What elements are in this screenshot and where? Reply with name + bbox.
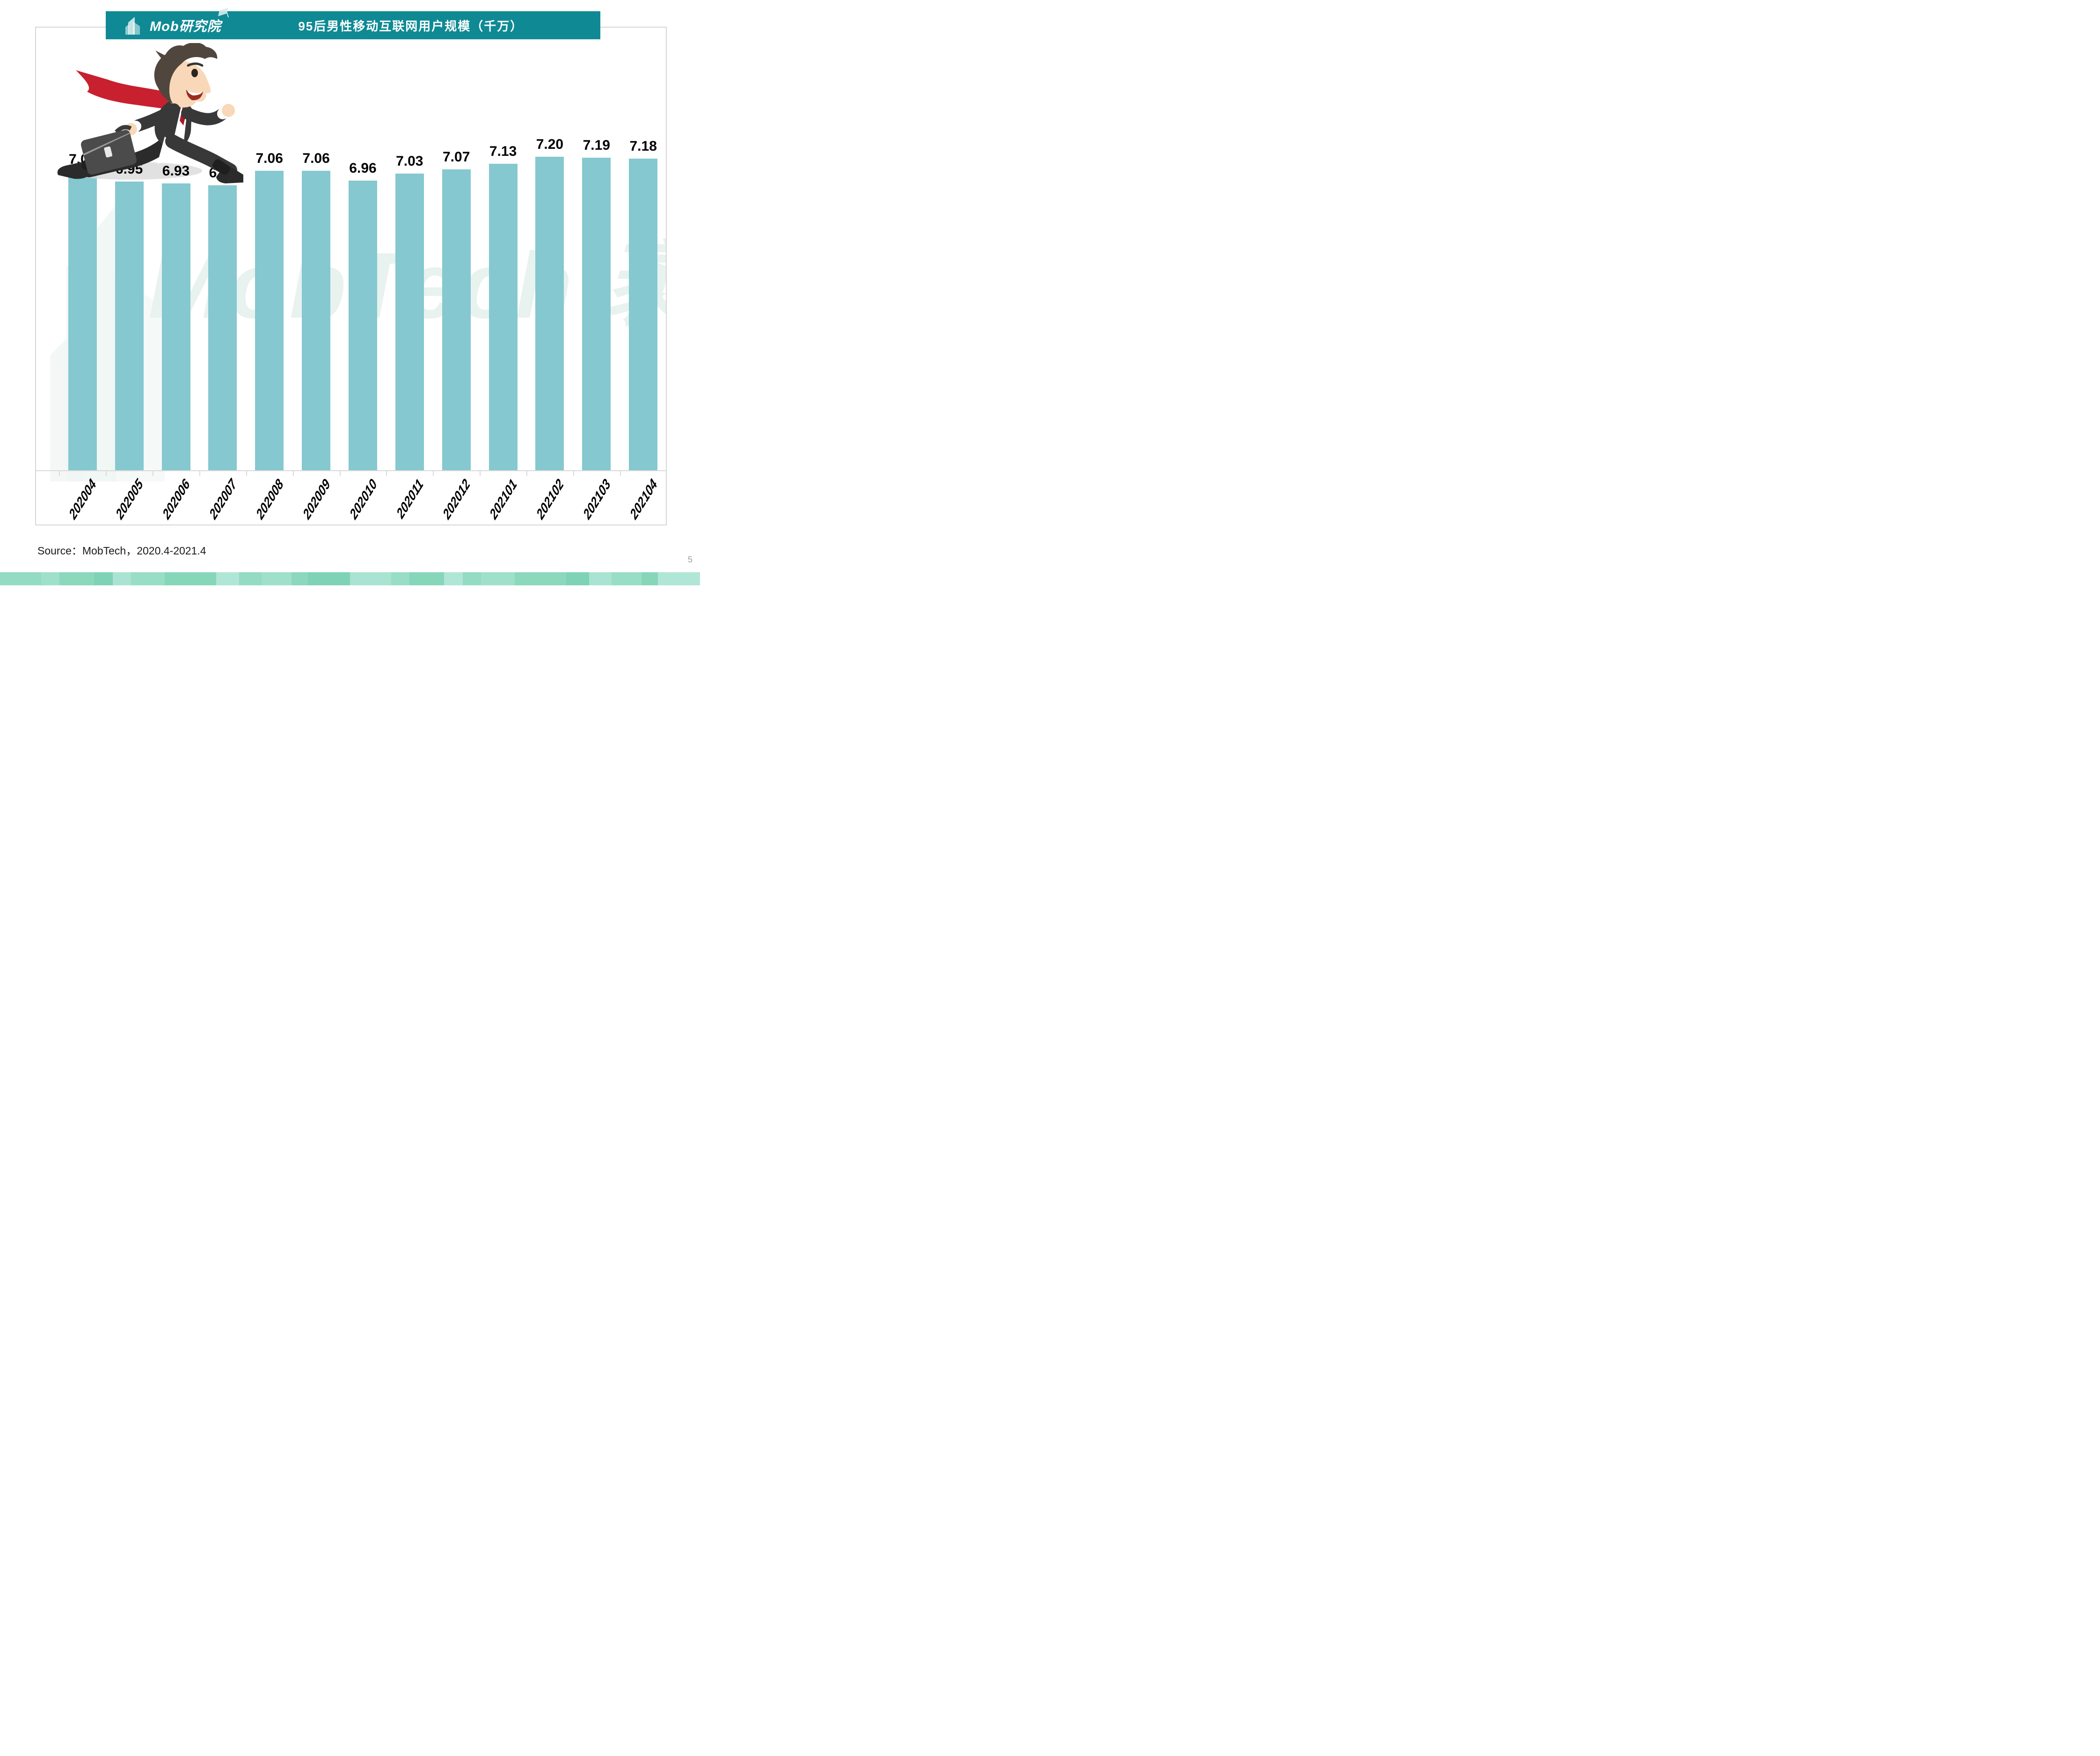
report-page: MobTech 袤博 7.052020046.952020056.9320200… [0, 0, 700, 585]
footer-stripe [658, 572, 700, 585]
footer-stripe-band [0, 572, 700, 585]
footer-stripe [216, 572, 240, 585]
chart-card: MobTech 袤博 7.052020046.952020056.9320200… [35, 27, 667, 525]
bar-value-label: 7.06 [302, 150, 330, 166]
x-axis-label: 202104 [627, 476, 660, 523]
x-axis-tick [480, 471, 481, 476]
bar-202103 [582, 158, 611, 470]
bar-202104 [629, 159, 658, 470]
bar-202009 [302, 170, 331, 470]
bar-202102 [535, 157, 564, 470]
bar-value-label: 6.93 [162, 163, 190, 179]
footer-stripe [291, 572, 308, 585]
x-axis-tick [106, 471, 107, 476]
bar-202004 [68, 171, 97, 470]
footer-stripe [94, 572, 113, 585]
footer-stripe [481, 572, 515, 585]
x-axis-label: 202101 [487, 476, 519, 523]
bar-value-label: 7.19 [583, 138, 610, 153]
footer-stripe [611, 572, 642, 585]
x-axis-label: 202008 [253, 476, 286, 523]
footer-stripe [391, 572, 410, 585]
bar-202006 [161, 183, 190, 470]
x-axis-tick [59, 471, 60, 476]
bar-value-label: 7.03 [396, 153, 423, 169]
footer-stripe [165, 572, 216, 585]
footer-stripe [589, 572, 612, 585]
x-axis-label: 202007 [207, 476, 239, 523]
footer-stripe [41, 572, 60, 585]
x-axis-tick [246, 471, 247, 476]
x-axis-tick [292, 471, 294, 476]
bar-value-label: 7.06 [255, 150, 283, 166]
footer-stripe [515, 572, 566, 585]
x-axis-tick [339, 471, 341, 476]
bar-value-label: 7.05 [68, 151, 96, 167]
footer-stripe [112, 572, 131, 585]
x-axis-label: 202010 [347, 476, 379, 523]
bar-value-label: 7.20 [536, 137, 564, 153]
footer-stripe [641, 572, 658, 585]
footer-stripe [566, 572, 590, 585]
footer-stripe [462, 572, 481, 585]
footer-stripe [262, 572, 292, 585]
x-axis-tick [573, 471, 574, 476]
x-axis-tick [433, 471, 434, 476]
bar-value-label: 7.07 [442, 149, 470, 165]
x-axis-tick [526, 471, 527, 476]
footer-stripe [59, 572, 94, 585]
brand-name: Mob研究院 [150, 19, 221, 34]
bar-value-label: 6.95 [115, 161, 143, 177]
bar-value-label: 7.13 [489, 143, 517, 159]
x-axis-tick [199, 471, 200, 476]
footer-stripe [308, 572, 350, 585]
x-axis-label: 202009 [300, 476, 333, 523]
x-axis-line [36, 470, 666, 471]
x-axis-label: 202102 [534, 476, 566, 523]
chart-title: 95后男性移动互联网用户规模（千万） [298, 19, 524, 33]
bar-202008 [255, 170, 284, 470]
x-axis-label: 202011 [394, 476, 426, 522]
header-banner: Mob研究院 95后男性移动互联网用户规模（千万） [106, 7, 600, 39]
bar-202010 [349, 180, 377, 470]
graduation-cap-icon [218, 7, 228, 16]
bar-202012 [442, 169, 471, 470]
bar-value-label: 7.18 [629, 138, 657, 154]
bar-202005 [115, 181, 144, 470]
bar-202011 [395, 173, 424, 470]
x-axis-label: 202103 [581, 476, 613, 523]
footer-stripe [239, 572, 262, 585]
page-number: 5 [687, 555, 693, 564]
bar-202101 [489, 163, 518, 470]
x-axis-label: 202012 [440, 476, 473, 523]
x-axis-tick [620, 471, 621, 476]
footer-stripe [131, 572, 165, 585]
footer-stripe [409, 572, 444, 585]
brand-logo: Mob研究院 [124, 7, 228, 36]
footer-stripe [444, 572, 463, 585]
bar-value-label: 6.91 [209, 165, 236, 181]
bar-202007 [208, 185, 237, 470]
footer-stripe [350, 572, 391, 585]
bar-value-label: 6.96 [349, 160, 377, 176]
x-axis-tick [386, 471, 387, 476]
source-note: Source：MobTech，2020.4-2021.4 [37, 545, 206, 557]
footer-stripe [0, 572, 41, 585]
buildings-icon [125, 17, 140, 35]
